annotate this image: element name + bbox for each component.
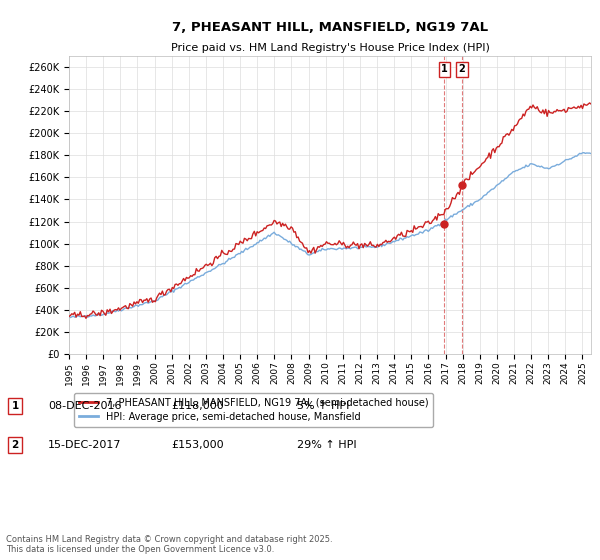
- Legend: 7, PHEASANT HILL, MANSFIELD, NG19 7AL (semi-detached house), HPI: Average price,: 7, PHEASANT HILL, MANSFIELD, NG19 7AL (s…: [74, 393, 433, 427]
- Text: Contains HM Land Registry data © Crown copyright and database right 2025.
This d: Contains HM Land Registry data © Crown c…: [6, 535, 332, 554]
- Text: 5% ↑ HPI: 5% ↑ HPI: [297, 401, 349, 411]
- Text: £153,000: £153,000: [171, 440, 224, 450]
- Text: 1: 1: [441, 64, 448, 74]
- Text: 15-DEC-2017: 15-DEC-2017: [48, 440, 121, 450]
- Text: £118,000: £118,000: [171, 401, 224, 411]
- Text: 08-DEC-2016: 08-DEC-2016: [48, 401, 121, 411]
- Text: 29% ↑ HPI: 29% ↑ HPI: [297, 440, 356, 450]
- Text: 2: 2: [11, 440, 19, 450]
- Text: 7, PHEASANT HILL, MANSFIELD, NG19 7AL: 7, PHEASANT HILL, MANSFIELD, NG19 7AL: [172, 21, 488, 34]
- Text: 2: 2: [458, 64, 466, 74]
- Text: Price paid vs. HM Land Registry's House Price Index (HPI): Price paid vs. HM Land Registry's House …: [170, 43, 490, 53]
- Text: 1: 1: [11, 401, 19, 411]
